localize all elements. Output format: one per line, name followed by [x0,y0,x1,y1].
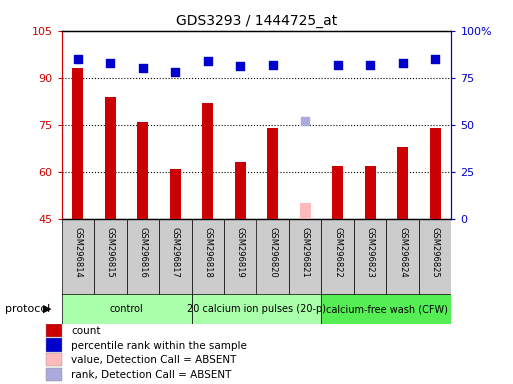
Bar [386,219,419,296]
Bar [72,68,84,219]
Bar [191,219,224,296]
Point [366,61,374,68]
Bar [419,219,451,296]
Bar [94,219,127,296]
Text: GSM296824: GSM296824 [398,227,407,277]
Bar [429,128,441,219]
Bar [289,219,322,296]
Bar [105,96,116,219]
Point [333,61,342,68]
Bar [300,203,311,219]
Text: calcium-free wash (CFW): calcium-free wash (CFW) [326,304,447,314]
Point [106,60,114,66]
Bar [267,128,279,219]
Bar [127,219,159,296]
Bar [46,324,62,337]
Point [204,58,212,64]
Point [431,56,439,62]
Text: control: control [110,304,144,314]
Bar [46,338,62,352]
Bar [62,294,191,324]
Text: ▶: ▶ [43,304,51,314]
Bar [62,219,94,296]
Bar [365,166,376,219]
Point [399,60,407,66]
Text: percentile rank within the sample: percentile rank within the sample [71,341,247,351]
Bar [46,353,62,366]
Text: GSM296825: GSM296825 [431,227,440,277]
Bar [322,294,451,324]
Bar [170,169,181,219]
Bar [224,219,256,296]
Bar [397,147,408,219]
Text: GSM296816: GSM296816 [139,227,147,277]
Bar [159,219,191,296]
Point [171,69,180,75]
Text: value, Detection Call = ABSENT: value, Detection Call = ABSENT [71,356,236,366]
Text: GSM296817: GSM296817 [171,227,180,277]
Text: GSM296820: GSM296820 [268,227,277,277]
Bar [234,162,246,219]
Text: protocol: protocol [5,304,50,314]
Point [139,65,147,71]
Text: GSM296823: GSM296823 [366,227,374,277]
Bar [332,166,343,219]
Text: GSM296821: GSM296821 [301,227,310,277]
Text: GSM296819: GSM296819 [236,227,245,277]
Bar [191,294,322,324]
Point [74,56,82,62]
Bar [137,122,148,219]
Text: rank, Detection Call = ABSENT: rank, Detection Call = ABSENT [71,371,231,381]
Text: GSM296814: GSM296814 [73,227,82,277]
Point [236,63,244,70]
Bar [322,219,354,296]
Title: GDS3293 / 1444725_at: GDS3293 / 1444725_at [176,14,337,28]
Bar [46,368,62,381]
Point [301,118,309,124]
Text: count: count [71,326,101,336]
Bar [354,219,386,296]
Text: GSM296815: GSM296815 [106,227,115,277]
Bar [256,219,289,296]
Point [269,61,277,68]
Text: GSM296818: GSM296818 [203,227,212,277]
Text: GSM296822: GSM296822 [333,227,342,277]
Text: 20 calcium ion pulses (20-p): 20 calcium ion pulses (20-p) [187,304,326,314]
Bar [202,103,213,219]
